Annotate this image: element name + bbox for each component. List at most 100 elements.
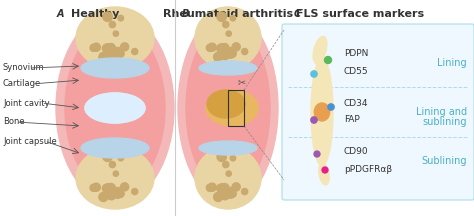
Text: PDPN: PDPN (344, 49, 368, 59)
Text: CD90: CD90 (344, 148, 369, 157)
Circle shape (225, 48, 236, 58)
Ellipse shape (56, 13, 174, 203)
Circle shape (118, 51, 124, 57)
Circle shape (92, 43, 100, 51)
Text: sublining: sublining (422, 117, 467, 127)
Text: FLS surface markers: FLS surface markers (296, 9, 424, 19)
Text: CD55: CD55 (344, 67, 369, 76)
Circle shape (225, 187, 236, 198)
Circle shape (242, 49, 248, 55)
Circle shape (103, 184, 113, 194)
Ellipse shape (311, 58, 333, 166)
Circle shape (132, 189, 138, 195)
Ellipse shape (206, 90, 258, 126)
Circle shape (103, 44, 113, 54)
Text: A: A (56, 9, 64, 19)
Circle shape (220, 43, 229, 52)
Text: C: C (293, 9, 301, 19)
Circle shape (232, 183, 240, 191)
Ellipse shape (85, 93, 145, 123)
Circle shape (325, 57, 331, 64)
Circle shape (231, 191, 236, 196)
Circle shape (132, 49, 138, 55)
Circle shape (214, 52, 223, 62)
Circle shape (218, 44, 228, 54)
Circle shape (118, 15, 124, 21)
Circle shape (113, 31, 118, 36)
Circle shape (217, 152, 227, 161)
Text: Lining and: Lining and (416, 107, 467, 117)
Circle shape (214, 192, 223, 202)
Circle shape (109, 162, 116, 168)
Ellipse shape (319, 163, 329, 185)
Circle shape (311, 117, 317, 123)
Circle shape (218, 184, 228, 194)
Circle shape (220, 184, 229, 192)
Circle shape (230, 15, 236, 21)
Ellipse shape (83, 91, 147, 125)
Circle shape (230, 51, 236, 57)
Ellipse shape (186, 24, 270, 192)
Text: B: B (182, 9, 189, 19)
Text: Synovium: Synovium (3, 64, 45, 73)
Circle shape (118, 191, 124, 197)
Text: Sublining: Sublining (421, 156, 467, 166)
Text: pPDGFRαβ: pPDGFRαβ (344, 165, 392, 175)
Circle shape (226, 31, 231, 36)
Circle shape (103, 12, 112, 21)
Text: Bone: Bone (3, 118, 25, 127)
Circle shape (230, 155, 236, 161)
Circle shape (328, 104, 334, 110)
Text: CD34: CD34 (344, 100, 368, 108)
Circle shape (120, 183, 129, 191)
Text: Rheumatoid arthritis: Rheumatoid arthritis (163, 9, 293, 19)
Ellipse shape (84, 140, 146, 150)
Circle shape (113, 171, 118, 176)
FancyBboxPatch shape (282, 24, 474, 200)
Circle shape (102, 184, 110, 192)
Circle shape (92, 183, 100, 191)
Text: ✂: ✂ (238, 77, 246, 87)
Ellipse shape (85, 93, 145, 123)
Text: FAP: FAP (344, 116, 360, 124)
Circle shape (109, 21, 116, 28)
Ellipse shape (195, 147, 261, 209)
Circle shape (118, 155, 124, 161)
Circle shape (223, 21, 229, 28)
Circle shape (102, 44, 110, 52)
Ellipse shape (195, 7, 261, 69)
Circle shape (322, 167, 328, 173)
Circle shape (208, 183, 216, 191)
Circle shape (217, 12, 227, 21)
Circle shape (99, 52, 108, 62)
Ellipse shape (207, 90, 245, 118)
Circle shape (107, 184, 115, 192)
Circle shape (226, 171, 231, 176)
Ellipse shape (178, 13, 278, 203)
Circle shape (108, 192, 116, 200)
Circle shape (223, 162, 229, 168)
Ellipse shape (81, 58, 149, 78)
Ellipse shape (199, 61, 257, 75)
Bar (228, 90, 244, 126)
Text: Lining: Lining (438, 58, 467, 68)
Text: Healthy: Healthy (71, 9, 119, 19)
Circle shape (120, 43, 129, 51)
Circle shape (232, 43, 240, 51)
Circle shape (230, 191, 236, 197)
Circle shape (112, 187, 123, 198)
Circle shape (90, 44, 97, 51)
Circle shape (99, 192, 108, 202)
Circle shape (107, 43, 115, 52)
Circle shape (217, 44, 225, 52)
Ellipse shape (76, 147, 154, 209)
Ellipse shape (199, 141, 257, 155)
Ellipse shape (65, 24, 165, 192)
Text: Cartilage: Cartilage (3, 79, 41, 89)
Circle shape (90, 184, 97, 191)
Circle shape (314, 151, 320, 157)
Circle shape (242, 189, 248, 195)
Circle shape (208, 43, 216, 51)
Ellipse shape (314, 103, 330, 121)
Ellipse shape (84, 66, 146, 76)
